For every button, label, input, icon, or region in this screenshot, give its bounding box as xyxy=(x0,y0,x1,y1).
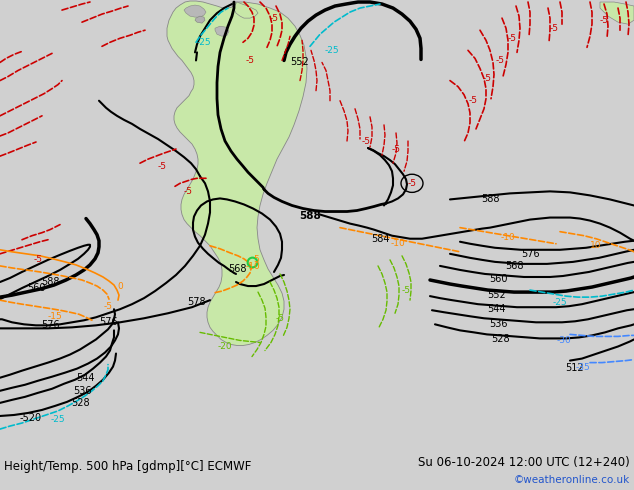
Text: 568: 568 xyxy=(228,264,246,274)
Text: -25: -25 xyxy=(553,297,567,307)
Text: -5: -5 xyxy=(469,96,477,105)
Text: -5: -5 xyxy=(245,56,254,65)
Text: -25: -25 xyxy=(325,46,339,55)
Text: -10: -10 xyxy=(391,239,405,248)
Text: -5: -5 xyxy=(496,56,505,65)
Text: 10: 10 xyxy=(590,241,602,250)
Text: -5: -5 xyxy=(34,255,42,265)
Text: Height/Temp. 500 hPa [gdmp][°C] ECMWF: Height/Temp. 500 hPa [gdmp][°C] ECMWF xyxy=(4,460,251,473)
Text: -25: -25 xyxy=(197,38,211,47)
Text: -30: -30 xyxy=(557,336,571,345)
Text: 528: 528 xyxy=(70,398,89,408)
Text: -25: -25 xyxy=(51,415,65,423)
Text: 560: 560 xyxy=(27,283,45,293)
Text: 578: 578 xyxy=(186,297,205,307)
Text: 536: 536 xyxy=(73,386,91,396)
Text: -35: -35 xyxy=(576,363,590,372)
Text: 576: 576 xyxy=(99,318,117,327)
Text: 568: 568 xyxy=(505,261,523,271)
Text: -5: -5 xyxy=(276,314,285,323)
Text: 5: 5 xyxy=(253,255,259,265)
Text: Su 06-10-2024 12:00 UTC (12+240): Su 06-10-2024 12:00 UTC (12+240) xyxy=(418,456,630,469)
Text: 0: 0 xyxy=(117,282,123,291)
Text: -5: -5 xyxy=(600,16,609,24)
Text: -20: -20 xyxy=(217,342,232,351)
Text: -5: -5 xyxy=(507,34,517,43)
Text: 544: 544 xyxy=(487,304,505,314)
Text: 552: 552 xyxy=(488,290,507,300)
Text: 560: 560 xyxy=(489,274,507,284)
Text: 536: 536 xyxy=(489,319,507,329)
Text: -5: -5 xyxy=(157,162,167,171)
Text: -5: -5 xyxy=(183,187,193,196)
Text: 552: 552 xyxy=(290,57,309,68)
Text: -5: -5 xyxy=(361,137,370,146)
Text: 576: 576 xyxy=(521,249,540,259)
Text: 584: 584 xyxy=(371,234,389,244)
Text: 588: 588 xyxy=(299,211,321,220)
Text: 588: 588 xyxy=(41,277,59,287)
Text: 512: 512 xyxy=(566,363,585,372)
Text: -15: -15 xyxy=(48,312,62,321)
Text: 576: 576 xyxy=(41,320,60,330)
Text: 588: 588 xyxy=(481,195,499,204)
Polygon shape xyxy=(167,1,307,345)
Polygon shape xyxy=(600,2,634,24)
Text: -5: -5 xyxy=(269,14,278,23)
Text: 544: 544 xyxy=(75,373,94,383)
Polygon shape xyxy=(184,5,206,17)
Text: -5: -5 xyxy=(392,145,401,153)
Text: -520: -520 xyxy=(20,413,42,423)
Text: -5: -5 xyxy=(482,74,491,83)
Text: -5: -5 xyxy=(103,302,112,311)
Text: -10: -10 xyxy=(501,233,515,242)
Text: -10: -10 xyxy=(245,263,261,271)
Text: ©weatheronline.co.uk: ©weatheronline.co.uk xyxy=(514,475,630,485)
Text: -5: -5 xyxy=(550,24,559,33)
Polygon shape xyxy=(215,26,229,36)
Polygon shape xyxy=(234,2,258,18)
Text: -5: -5 xyxy=(408,179,417,188)
Polygon shape xyxy=(195,16,205,23)
Text: 528: 528 xyxy=(491,335,509,344)
Text: -5: -5 xyxy=(401,286,410,294)
